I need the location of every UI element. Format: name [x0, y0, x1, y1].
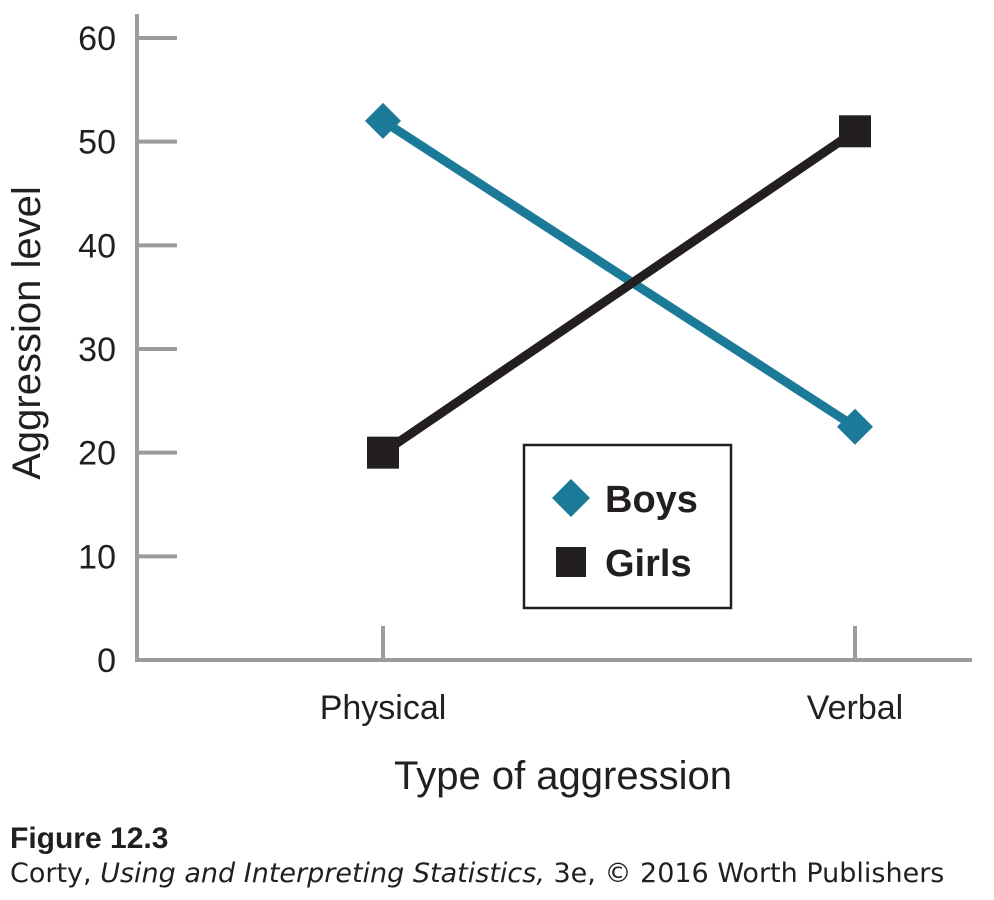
- y-tick-label: 40: [78, 227, 116, 265]
- y-tick-label: 20: [78, 435, 116, 473]
- y-tick-label: 30: [78, 331, 116, 369]
- data-point: [837, 408, 873, 445]
- data-point: [839, 115, 871, 148]
- legend-box: [522, 443, 733, 610]
- legend-marker: [556, 547, 586, 577]
- legend-label: Boys: [605, 479, 698, 521]
- data-point: [367, 436, 399, 469]
- credit-title: Using and Interpreting Statistics,: [100, 858, 545, 889]
- series-girls: [367, 115, 871, 469]
- y-axis-title: Aggression level: [5, 186, 49, 480]
- figure-number: Figure 12.3: [10, 822, 169, 855]
- figure-credit: Corty, Using and Interpreting Statistics…: [10, 858, 944, 889]
- credit-suffix: 3e, © 2016 Worth Publishers: [544, 858, 945, 889]
- legend-marker: [552, 479, 590, 517]
- y-tick-label: 0: [97, 642, 116, 680]
- credit-prefix: Corty,: [10, 858, 101, 889]
- axes: [135, 14, 972, 662]
- y-tick-label: 60: [78, 20, 116, 58]
- series-line: [380, 117, 858, 431]
- x-tick-label: Verbal: [807, 689, 903, 727]
- series-line: [380, 127, 858, 457]
- legend-label: Girls: [605, 543, 692, 585]
- x-tick-label: Physical: [320, 689, 447, 727]
- legend: Boys Girls: [522, 443, 733, 610]
- series-boys: [365, 102, 873, 445]
- y-tick-label: 50: [78, 124, 116, 162]
- data-point: [365, 102, 401, 139]
- line-chart: 0 10 20 30 40 50 60 Physical Verbal Type of aggr…: [5, 14, 972, 798]
- series-layer: [365, 102, 873, 469]
- tick-labels: 0 10 20 30 40 50 60 Physical Verbal: [78, 20, 903, 727]
- y-tick-label: 10: [78, 538, 116, 576]
- x-axis-title: Type of aggression: [394, 754, 732, 798]
